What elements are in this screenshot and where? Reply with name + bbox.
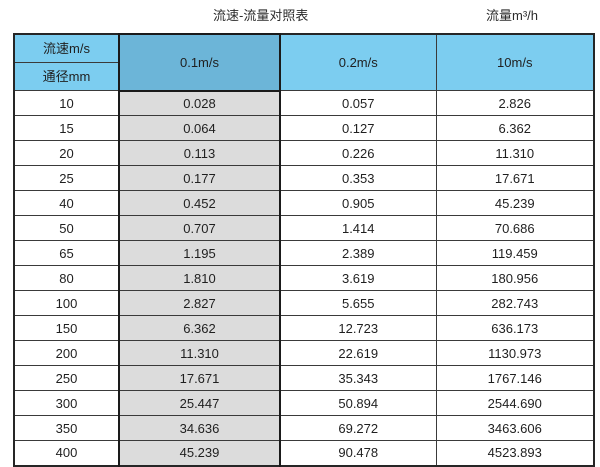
flow-value-10ms-cell: 1130.973 <box>435 340 595 366</box>
header-row: 流速m/s 通径mm 0.1m/s 0.2m/s 10m/s <box>13 33 595 92</box>
flow-value-10ms-cell: 2544.690 <box>435 390 595 416</box>
column-header-0-2ms: 0.2m/s <box>279 33 437 91</box>
flow-value-0-1ms-cell: 0.028 <box>118 90 281 116</box>
flow-value-0-1ms-cell: 0.177 <box>118 165 281 191</box>
flow-value-0-2ms-cell: 0.905 <box>279 190 437 216</box>
diameter-cell: 300 <box>13 390 120 416</box>
table-row: 100 2.827 5.655 282.743 <box>13 290 595 316</box>
flow-value-0-1ms-cell: 0.452 <box>118 190 281 216</box>
table-row: 400 45.239 90.478 4523.893 <box>13 440 595 466</box>
diameter-cell: 10 <box>13 90 120 116</box>
page-header: 流速-流量对照表 流量m³/h <box>0 0 600 30</box>
flow-value-10ms-cell: 180.956 <box>435 265 595 291</box>
column-header-10ms: 10m/s <box>435 33 595 91</box>
table-row: 80 1.810 3.619 180.956 <box>13 265 595 291</box>
flow-value-10ms-cell: 119.459 <box>435 240 595 266</box>
flow-value-10ms-cell: 45.239 <box>435 190 595 216</box>
flow-value-0-1ms-cell: 17.671 <box>118 365 281 391</box>
diameter-cell: 400 <box>13 440 120 466</box>
flow-value-10ms-cell: 282.743 <box>435 290 595 316</box>
table-row: 250 17.671 35.343 1767.146 <box>13 365 595 391</box>
flow-value-10ms-cell: 1767.146 <box>435 365 595 391</box>
flow-value-0-2ms-cell: 69.272 <box>279 415 437 441</box>
table-row: 25 0.177 0.353 17.671 <box>13 165 595 191</box>
diameter-cell: 15 <box>13 115 120 141</box>
flow-value-10ms-cell: 6.362 <box>435 115 595 141</box>
diameter-cell: 100 <box>13 290 120 316</box>
velocity-header-label: 流速m/s <box>15 35 118 63</box>
table-row: 40 0.452 0.905 45.239 <box>13 190 595 216</box>
flow-value-0-1ms-cell: 2.827 <box>118 290 281 316</box>
diameter-cell: 50 <box>13 215 120 241</box>
table-row: 20 0.113 0.226 11.310 <box>13 140 595 166</box>
flow-value-0-2ms-cell: 2.389 <box>279 240 437 266</box>
diameter-cell: 150 <box>13 315 120 341</box>
corner-header-cell: 流速m/s 通径mm <box>13 33 120 91</box>
flow-value-0-1ms-cell: 34.636 <box>118 415 281 441</box>
diameter-cell: 200 <box>13 340 120 366</box>
flow-value-0-2ms-cell: 0.127 <box>279 115 437 141</box>
table-title: 流速-流量对照表 <box>213 8 309 23</box>
flow-value-0-2ms-cell: 12.723 <box>279 315 437 341</box>
flow-value-10ms-cell: 70.686 <box>435 215 595 241</box>
diameter-cell: 40 <box>13 190 120 216</box>
table-row: 300 25.447 50.894 2544.690 <box>13 390 595 416</box>
flow-value-0-2ms-cell: 35.343 <box>279 365 437 391</box>
flow-value-10ms-cell: 17.671 <box>435 165 595 191</box>
flow-value-0-1ms-cell: 6.362 <box>118 315 281 341</box>
flow-value-0-2ms-cell: 0.057 <box>279 90 437 116</box>
diameter-cell: 80 <box>13 265 120 291</box>
diameter-header-label: 通径mm <box>42 69 91 84</box>
flow-value-0-2ms-cell: 3.619 <box>279 265 437 291</box>
flow-rate-table: 流速m/s 通径mm 0.1m/s 0.2m/s 10m/s 10 0.028 0.… <box>13 33 595 467</box>
flow-unit-label: 流量m³/h <box>486 8 539 23</box>
flow-value-0-1ms-cell: 0.707 <box>118 215 281 241</box>
flow-value-0-2ms-cell: 5.655 <box>279 290 437 316</box>
flow-value-0-2ms-cell: 22.619 <box>279 340 437 366</box>
flow-value-0-1ms-cell: 1.195 <box>118 240 281 266</box>
flow-value-0-2ms-cell: 1.414 <box>279 215 437 241</box>
flow-value-10ms-cell: 3463.606 <box>435 415 595 441</box>
flow-value-0-1ms-cell: 1.810 <box>118 265 281 291</box>
table-row: 10 0.028 0.057 2.826 <box>13 90 595 116</box>
flow-value-10ms-cell: 636.173 <box>435 315 595 341</box>
table-row: 200 11.310 22.619 1130.973 <box>13 340 595 366</box>
flow-value-0-1ms-cell: 0.113 <box>118 140 281 166</box>
flow-value-0-1ms-cell: 0.064 <box>118 115 281 141</box>
diameter-cell: 250 <box>13 365 120 391</box>
table-row: 150 6.362 12.723 636.173 <box>13 315 595 341</box>
flow-value-0-1ms-cell: 11.310 <box>118 340 281 366</box>
table-header: 流速m/s 通径mm 0.1m/s 0.2m/s 10m/s <box>13 33 595 92</box>
flow-value-0-1ms-cell: 45.239 <box>118 440 281 466</box>
flow-value-0-2ms-cell: 90.478 <box>279 440 437 466</box>
table-row: 50 0.707 1.414 70.686 <box>13 215 595 241</box>
diameter-cell: 350 <box>13 415 120 441</box>
flow-value-10ms-cell: 11.310 <box>435 140 595 166</box>
flow-value-0-2ms-cell: 0.353 <box>279 165 437 191</box>
table-row: 350 34.636 69.272 3463.606 <box>13 415 595 441</box>
flow-value-10ms-cell: 4523.893 <box>435 440 595 466</box>
diameter-cell: 65 <box>13 240 120 266</box>
diameter-cell: 20 <box>13 140 120 166</box>
flow-value-0-2ms-cell: 0.226 <box>279 140 437 166</box>
diameter-cell: 25 <box>13 165 120 191</box>
flow-value-0-2ms-cell: 50.894 <box>279 390 437 416</box>
column-header-0-1ms: 0.1m/s <box>118 33 281 92</box>
table-body: 10 0.028 0.057 2.826 15 0.064 0.127 6.362 20 0.11… <box>13 90 595 466</box>
flow-value-10ms-cell: 2.826 <box>435 90 595 116</box>
flow-value-0-1ms-cell: 25.447 <box>118 390 281 416</box>
table-row: 15 0.064 0.127 6.362 <box>13 115 595 141</box>
table-row: 65 1.195 2.389 119.459 <box>13 240 595 266</box>
